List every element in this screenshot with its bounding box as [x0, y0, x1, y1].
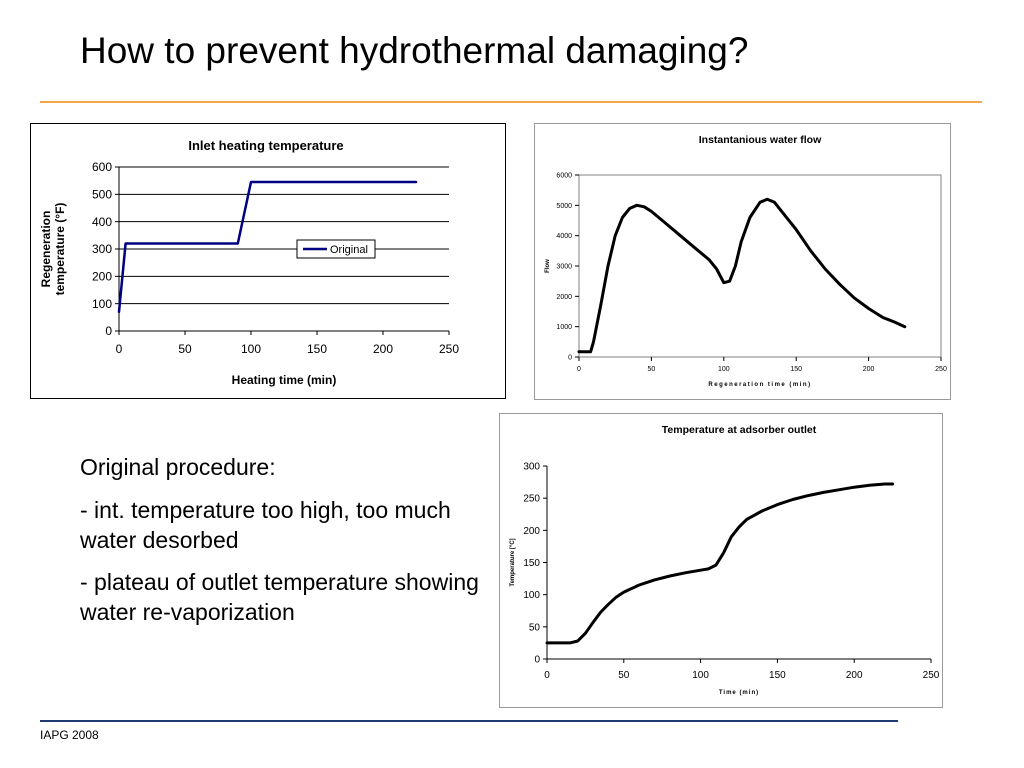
water-flow-chart: Instantanious water flow 0 1000 2000 3000 400… — [534, 123, 951, 400]
outlet-chart-y-tick-label: 300 — [523, 462, 540, 473]
flow-chart-series-line — [577, 197, 907, 354]
flow-chart-x-tick-label: 100 — [718, 366, 730, 373]
flow-chart-y-tick-label: 3000 — [556, 263, 572, 270]
inlet-chart-y-tick-label: 400 — [92, 215, 112, 229]
outlet-temperature-chart: Temperature at adsorber outlet 0 50 100 150 2… — [499, 413, 943, 708]
inlet-chart-y-tick-label: 500 — [92, 188, 112, 202]
flow-chart-x-tick-label: 150 — [790, 366, 802, 373]
outlet-chart-y-axis-label: Temperature [°C] — [510, 538, 516, 586]
outlet-chart-x-tick-label: 0 — [544, 670, 550, 681]
procedure-heading: Original procedure: — [80, 454, 276, 480]
inlet-chart-x-tick-label: 100 — [241, 342, 261, 356]
flow-chart-y-tick-label: 6000 — [556, 172, 572, 179]
outlet-chart-x-tick-label: 100 — [692, 670, 709, 681]
inlet-chart-x-tick-label: 200 — [373, 342, 393, 356]
inlet-chart-x-tick-label: 50 — [178, 342, 192, 356]
inlet-chart-x-tick-label: 250 — [439, 342, 459, 356]
flow-chart-y-axis-label: Flow — [545, 259, 551, 273]
body-text: Original procedure: - int. temperature t… — [80, 452, 480, 639]
title-divider — [40, 101, 982, 103]
outlet-chart-y-tick-label: 150 — [523, 558, 540, 569]
inlet-chart-series-line — [117, 180, 418, 314]
outlet-chart-x-axis-label: Time (min) — [719, 690, 759, 696]
outlet-chart-y-tick-label: 50 — [529, 622, 541, 633]
slide-title: How to prevent hydrothermal damaging? — [80, 30, 749, 71]
inlet-chart-title: Inlet heating temperature — [188, 138, 343, 153]
inlet-chart-y-tick-label: 0 — [105, 324, 112, 338]
flow-chart-x-axis-label: Regeneration time (min) — [708, 382, 811, 388]
flow-chart-x-tick-label: 0 — [577, 366, 581, 373]
inlet-temperature-chart: Inlet heating temperature 0 100 200 300 400 50… — [30, 123, 506, 399]
flow-chart-y-tick-label: 2000 — [556, 294, 572, 301]
flow-chart-x-tick-label: 50 — [648, 366, 656, 373]
flow-chart-y-tick-label: 0 — [568, 354, 572, 361]
flow-chart-y-tick-label: 4000 — [556, 233, 572, 240]
flow-chart-y-tick-label: 5000 — [556, 203, 572, 210]
inlet-chart-x-tick-label: 150 — [307, 342, 327, 356]
outlet-chart-y-tick-label: 100 — [523, 590, 540, 601]
flow-chart-title: Instantanious water flow — [699, 134, 822, 146]
flow-chart-x-tick-label: 200 — [863, 366, 875, 373]
outlet-chart-x-tick-label: 50 — [618, 670, 630, 681]
footer-divider — [40, 720, 898, 722]
bullet-plateau: - plateau of outlet temperature showing … — [80, 569, 479, 625]
outlet-chart-series-line — [545, 482, 895, 645]
bullet-temperature-too-high: - int. temperature too high, too much wa… — [80, 497, 451, 553]
footer-label: IAPG 2008 — [40, 728, 99, 742]
inlet-chart-y-tick-label: 100 — [92, 297, 112, 311]
outlet-chart-title: Temperature at adsorber outlet — [662, 424, 817, 436]
water-flow-chart-svg: Instantanious water flow0100020003000400… — [545, 134, 947, 388]
flow-chart-x-tick-label: 250 — [935, 366, 947, 373]
outlet-temperature-chart-svg: Temperature at adsorber outlet 0 50 100 150 2… — [510, 424, 940, 696]
inlet-chart-y-axis-label: Regenerationtemperature (°F) — [39, 203, 67, 296]
inlet-chart-y-tick-label: 200 — [92, 270, 112, 284]
flow-chart-y-tick-label: 1000 — [556, 324, 572, 331]
outlet-chart-y-tick-label: 0 — [534, 655, 540, 666]
outlet-chart-x-tick-label: 150 — [769, 670, 786, 681]
outlet-chart-y-tick-label: 200 — [523, 526, 540, 537]
inlet-chart-x-axis-label: Heating time (min) — [232, 373, 337, 387]
inlet-chart-y-tick-label: 600 — [92, 160, 112, 174]
inlet-chart-legend-label: Original — [330, 244, 368, 256]
inlet-chart-legend-box — [296, 239, 376, 259]
inlet-chart-x-tick-label: 0 — [116, 342, 123, 356]
inlet-temperature-chart-svg: Inlet heating temperature 0 100 200 300 400 50… — [39, 138, 459, 387]
outlet-chart-y-tick-label: 250 — [523, 494, 540, 505]
outlet-chart-x-tick-label: 200 — [846, 670, 863, 681]
outlet-chart-x-tick-label: 250 — [923, 670, 940, 681]
inlet-chart-y-tick-label: 300 — [92, 242, 112, 256]
